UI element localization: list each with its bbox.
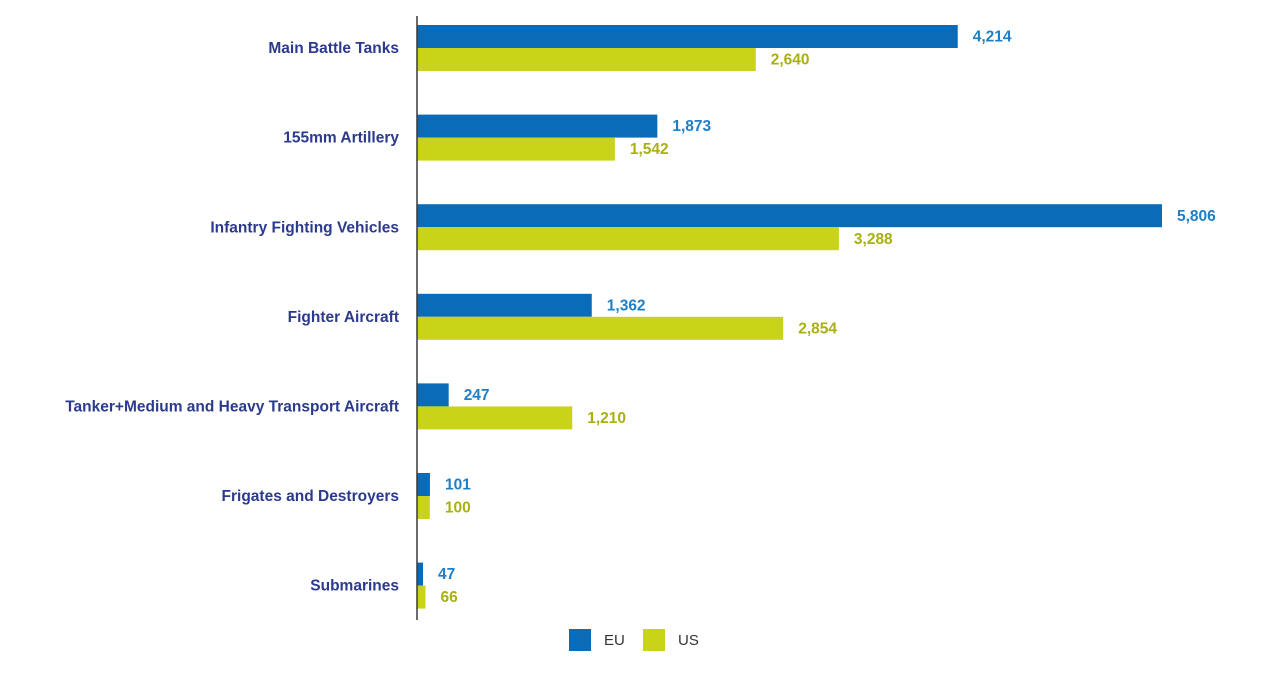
- category-label-main-battle-tanks: Main Battle Tanks: [268, 40, 399, 57]
- value-label-us-frigates-and-destroyers: 100: [445, 500, 471, 517]
- value-label-eu-frigates-and-destroyers: 101: [445, 477, 471, 494]
- value-label-eu-tanker-medium-and-heavy-transport-aircraft: 247: [464, 387, 490, 404]
- value-label-us-tanker-medium-and-heavy-transport-aircraft: 1,210: [587, 410, 626, 427]
- value-label-us-fighter-aircraft: 2,854: [798, 320, 837, 337]
- bar-us-155mm-artillery: [417, 137, 615, 161]
- bar-us-main-battle-tanks: [417, 48, 756, 71]
- value-label-eu-155mm-artillery: 1,873: [672, 118, 711, 135]
- bars-layer: [417, 25, 1162, 609]
- bar-us-fighter-aircraft: [417, 316, 784, 340]
- value-label-eu-fighter-aircraft: 1,362: [607, 297, 646, 314]
- value-label-us-main-battle-tanks: 2,640: [771, 52, 810, 69]
- bar-eu-frigates-and-destroyers: [417, 473, 430, 496]
- bar-us-infantry-fighting-vehicles: [417, 227, 839, 251]
- legend-label-eu: EU: [604, 632, 625, 649]
- value-label-eu-infantry-fighting-vehicles: 5,806: [1177, 208, 1216, 225]
- bar-eu-submarines: [417, 562, 424, 586]
- category-label-fighter-aircraft: Fighter Aircraft: [288, 309, 399, 326]
- bar-eu-tanker-medium-and-heavy-transport-aircraft: [417, 383, 449, 407]
- category-label-155mm-artillery: 155mm Artillery: [283, 130, 399, 147]
- value-label-eu-submarines: 47: [438, 566, 455, 583]
- bar-us-tanker-medium-and-heavy-transport-aircraft: [417, 406, 573, 430]
- value-label-us-155mm-artillery: 1,542: [630, 141, 669, 158]
- labels-layer: Main Battle Tanks 4,214 2,640 155mm Artille…: [65, 29, 1216, 607]
- legend-swatch-us: [643, 629, 665, 651]
- category-label-frigates-and-destroyers: Frigates and Destroyers: [222, 488, 399, 505]
- bar-eu-155mm-artillery: [417, 114, 658, 138]
- category-label-infantry-fighting-vehicles: Infantry Fighting Vehicles: [210, 219, 399, 236]
- legend: EU US: [569, 629, 699, 651]
- bar-eu-main-battle-tanks: [417, 25, 958, 48]
- value-label-us-submarines: 66: [440, 589, 458, 606]
- category-label-tanker-medium-and-heavy-transport-aircraft: Tanker+Medium and Heavy Transport Aircra…: [65, 398, 399, 415]
- legend-label-us: US: [678, 632, 699, 649]
- legend-swatch-eu: [569, 629, 591, 651]
- value-label-eu-main-battle-tanks: 4,214: [973, 29, 1012, 46]
- bar-eu-infantry-fighting-vehicles: [417, 204, 1162, 228]
- bar-eu-fighter-aircraft: [417, 293, 592, 317]
- value-label-us-infantry-fighting-vehicles: 3,288: [854, 231, 893, 248]
- bar-us-submarines: [417, 585, 426, 609]
- category-label-submarines: Submarines: [310, 578, 399, 595]
- bar-us-frigates-and-destroyers: [417, 496, 430, 519]
